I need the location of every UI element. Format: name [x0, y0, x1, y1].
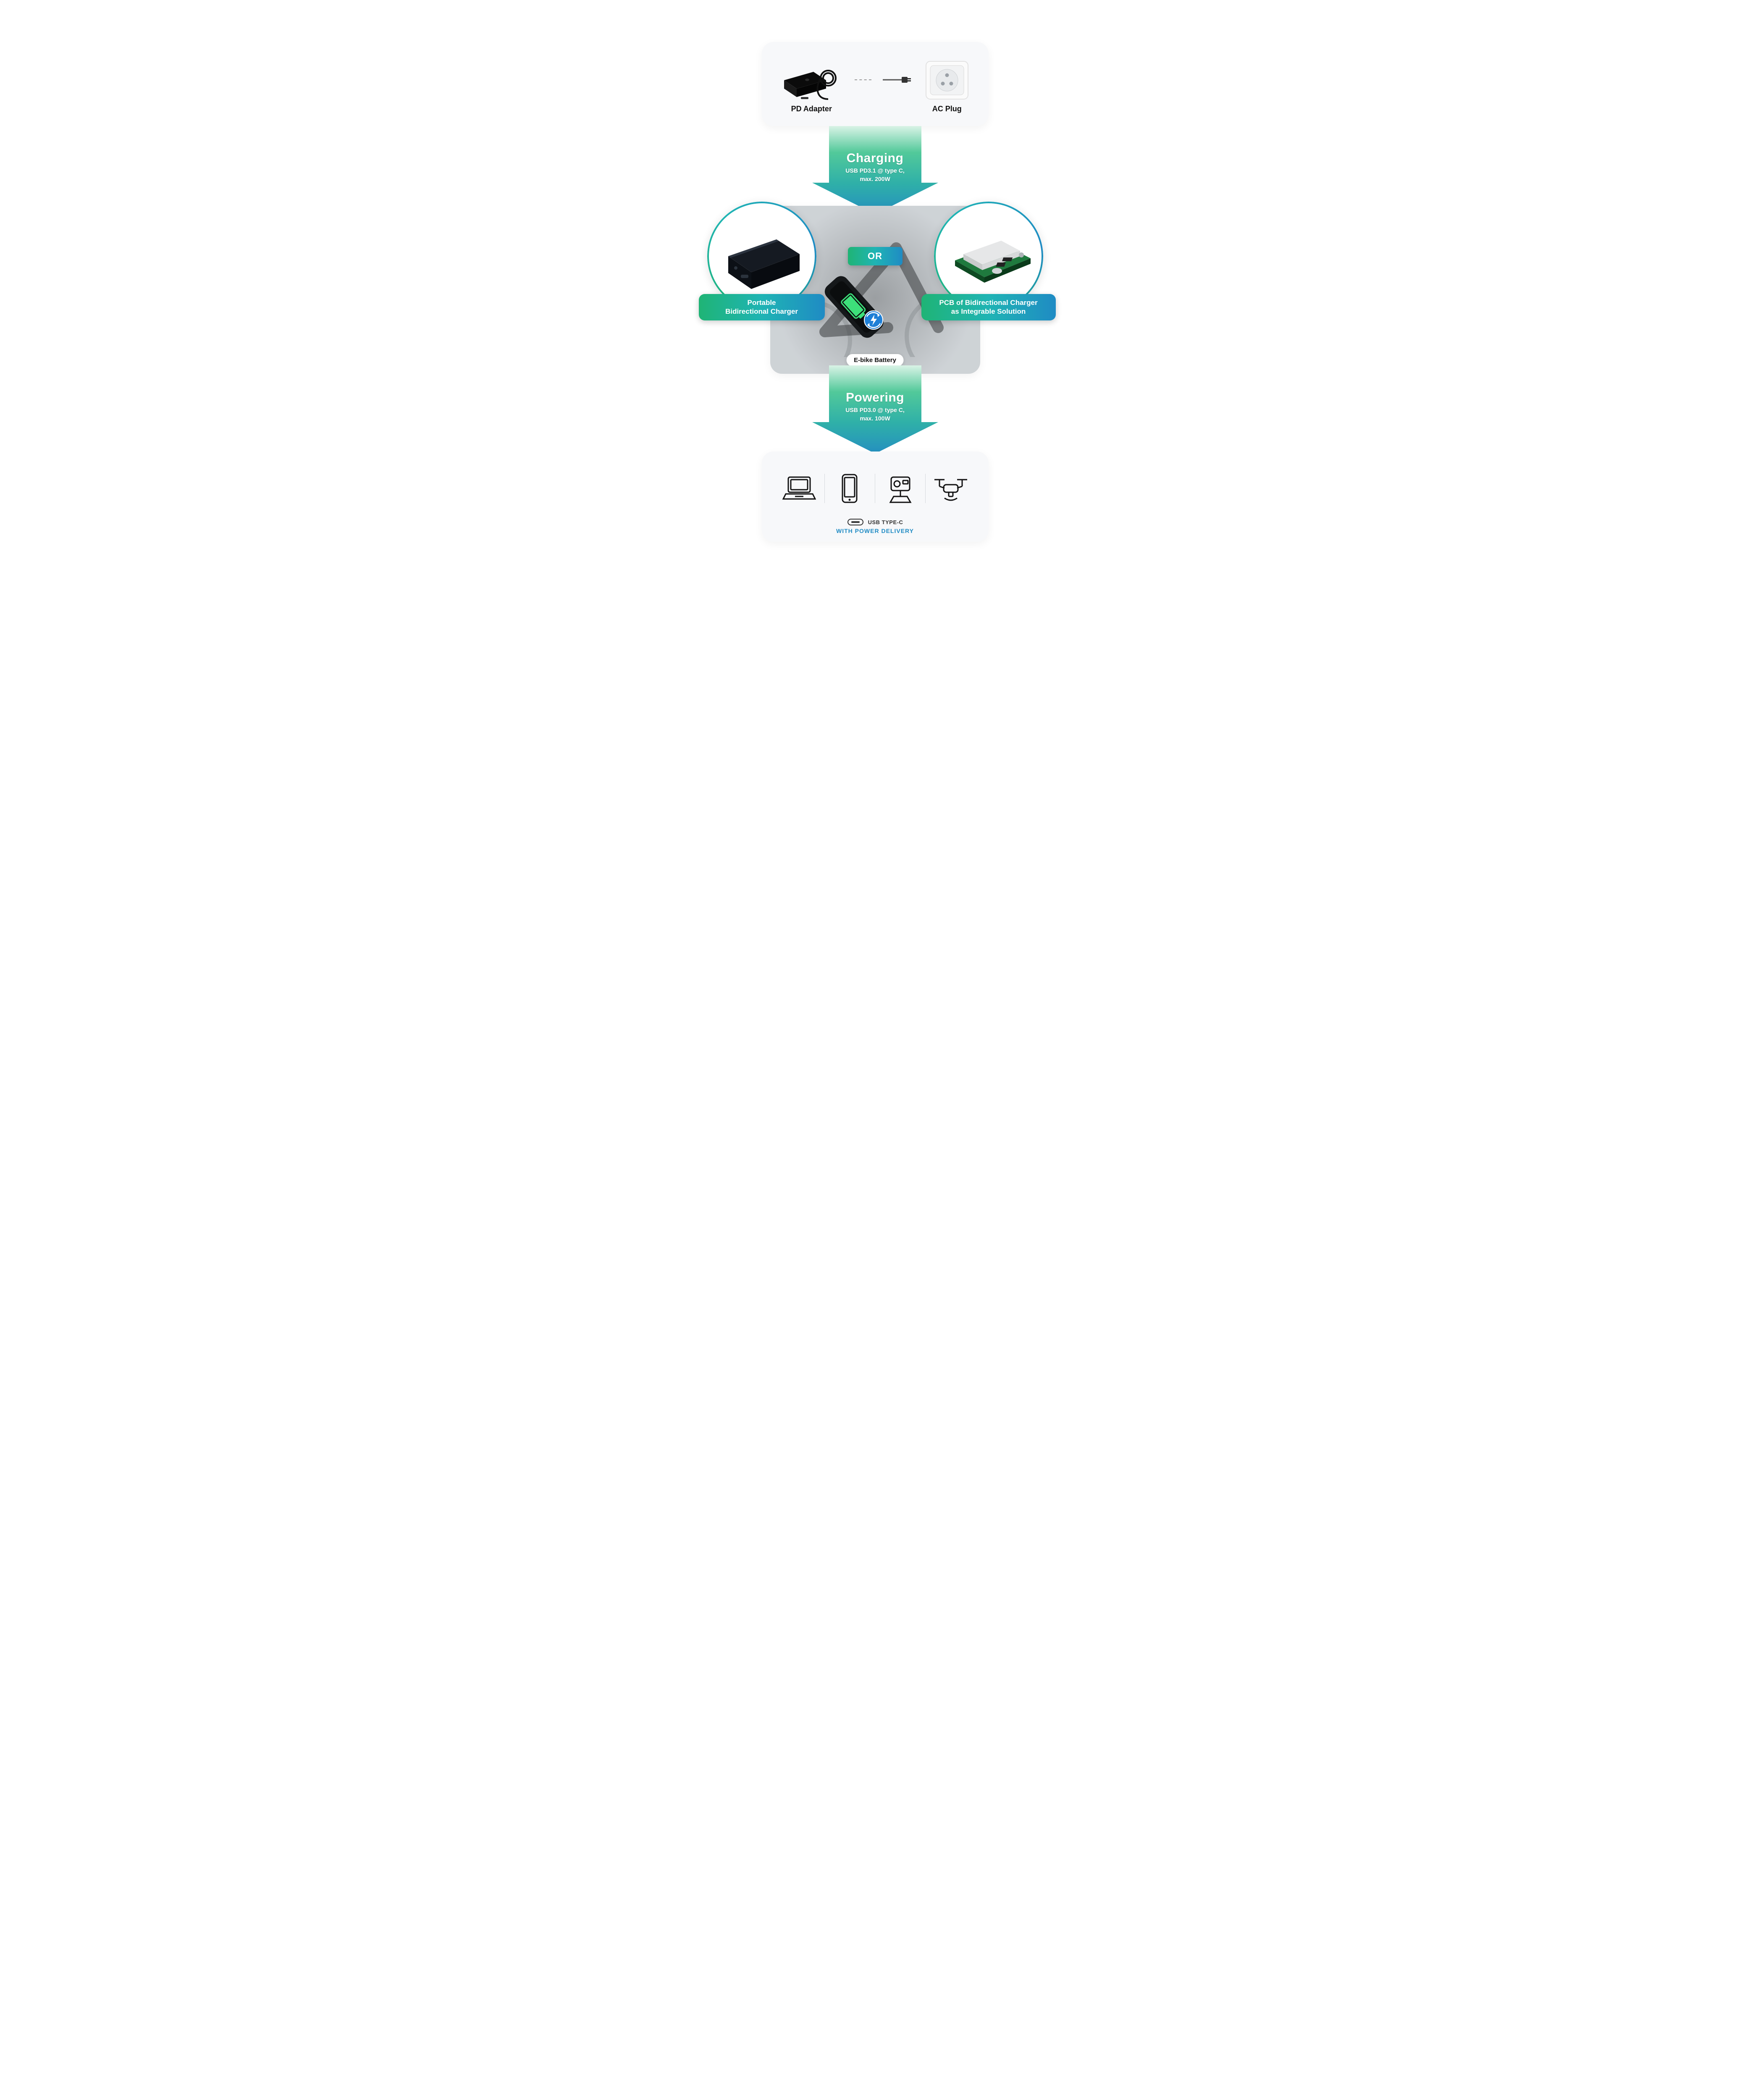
top-divider-dash [855, 79, 871, 80]
right-label-line1: PCB of Bidirectional Charger [939, 299, 1037, 307]
charging-arrow: Charging USB PD3.1 @ type C, max. 200W [812, 126, 938, 214]
device-action-camera [875, 467, 925, 509]
pd-adapter-label: PD Adapter [791, 105, 832, 113]
usb-c-icon [847, 518, 864, 526]
ac-plug-icon [924, 59, 970, 101]
drone-icon [932, 475, 970, 502]
usb-row: USB TYPE-C [847, 518, 903, 526]
left-label-line1: Portable [747, 299, 776, 307]
diagram-canvas: PD Adapter AC Plug [674, 0, 1077, 572]
ebike-battery-label: E-bike Battery [846, 354, 904, 366]
powering-sub2: max. 100W [825, 415, 926, 422]
plug-connector-icon [883, 74, 912, 86]
usb-type-c-label: USB TYPE-C [868, 519, 903, 525]
pd-adapter-block: PD Adapter [780, 59, 843, 113]
powering-title: Powering [825, 391, 926, 405]
power-delivery-label: WITH POWER DELIVERY [836, 528, 914, 534]
action-camera-icon [884, 473, 917, 504]
powering-sub1: USB PD3.0 @ type C, [825, 407, 926, 413]
left-option: Portable Bidirectional Charger [707, 202, 816, 311]
device-laptop [774, 467, 824, 509]
right-label-line2: as Integrable Solution [951, 307, 1026, 315]
device-row [774, 462, 976, 515]
charging-arrow-text: Charging USB PD3.1 @ type C, max. 200W [812, 151, 938, 182]
laptop-icon [782, 474, 816, 503]
powering-arrow-text: Powering USB PD3.0 @ type C, max. 100W [812, 391, 938, 422]
pcb-charger-icon [945, 218, 1033, 294]
left-label-line2: Bidirectional Charger [725, 307, 798, 315]
right-option: PCB of Bidirectional Charger as Integrab… [934, 202, 1043, 311]
charging-sub2: max. 200W [825, 176, 926, 182]
top-card: PD Adapter AC Plug [762, 42, 989, 126]
device-drone [926, 467, 976, 509]
powering-arrow: Powering USB PD3.0 @ type C, max. 100W [812, 365, 938, 454]
left-option-label: Portable Bidirectional Charger [699, 294, 825, 320]
or-tab: OR [848, 247, 903, 265]
ac-plug-block: AC Plug [924, 59, 970, 113]
device-phone [825, 467, 875, 509]
right-option-label: PCB of Bidirectional Charger as Integrab… [921, 294, 1056, 320]
ac-plug-label: AC Plug [932, 105, 962, 113]
bottom-card: USB TYPE-C WITH POWER DELIVERY [762, 452, 989, 542]
pd-adapter-icon [780, 59, 843, 101]
phone-icon [839, 473, 860, 504]
portable-charger-icon [720, 218, 804, 294]
charging-sub1: USB PD3.1 @ type C, [825, 167, 926, 174]
charging-title: Charging [825, 151, 926, 165]
or-label: OR [868, 251, 882, 262]
